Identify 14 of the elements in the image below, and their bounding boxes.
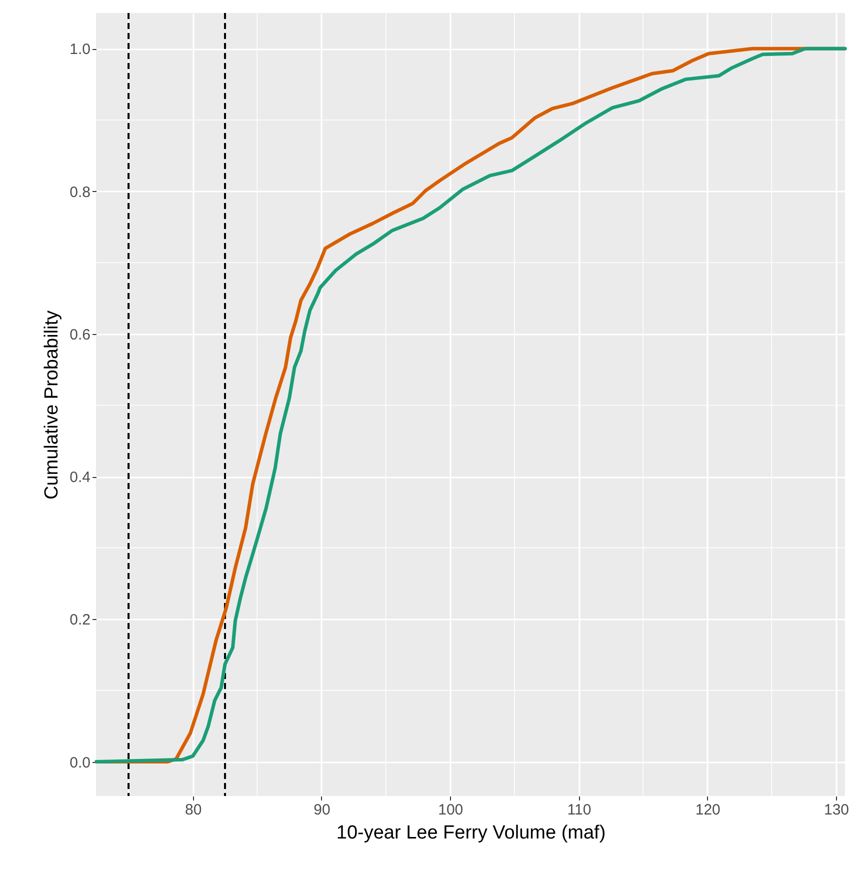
y-tick-label: 1.0	[70, 41, 90, 58]
y-tick-label: 0.2	[70, 612, 90, 629]
x-tick-label: 130	[824, 802, 850, 818]
x-tick-label: 90	[314, 802, 330, 818]
x-tick-label: 80	[185, 802, 202, 818]
x-axis-title: 10-year Lee Ferry Volume (maf)	[336, 822, 606, 844]
x-tick-label: 120	[695, 802, 720, 818]
y-tick-label: 0.6	[70, 326, 90, 344]
x-tick-label: 100	[438, 802, 464, 818]
y-tick-label: 0.8	[70, 184, 90, 201]
y-tick-label: 0.4	[70, 469, 90, 486]
y-tick-label: 0.0	[70, 754, 90, 772]
y-axis-title: Cumulative Probability	[42, 310, 63, 500]
x-tick-label: 110	[567, 802, 592, 818]
